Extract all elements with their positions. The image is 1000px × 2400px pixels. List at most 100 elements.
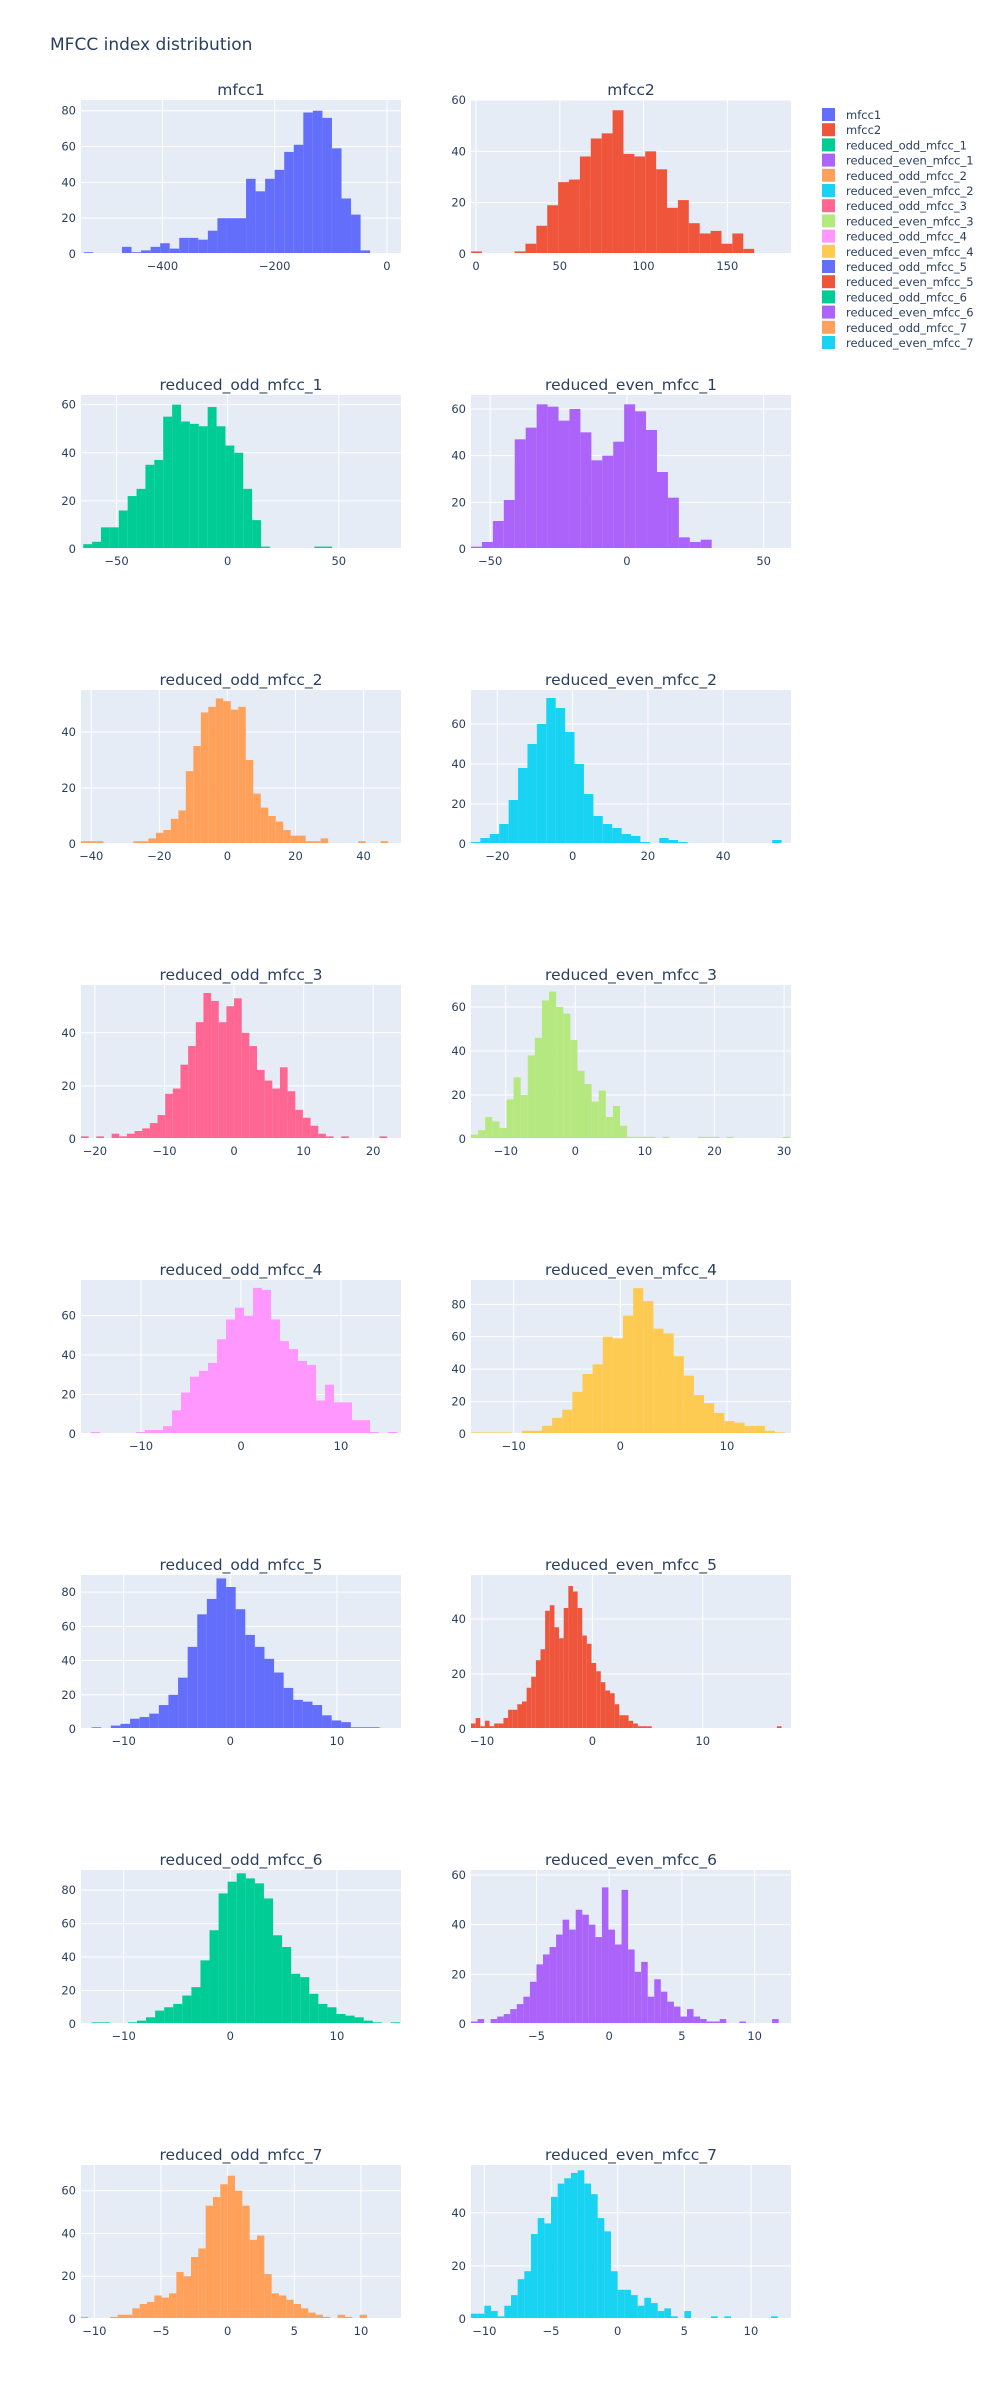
histogram-bar[interactable] xyxy=(161,2297,169,2319)
histogram-bar[interactable] xyxy=(121,246,132,254)
histogram-bar[interactable] xyxy=(279,2295,287,2319)
histogram-bar[interactable] xyxy=(540,1649,546,1729)
histogram-bar[interactable] xyxy=(178,1677,188,1729)
histogram-bar[interactable] xyxy=(286,2299,294,2319)
histogram-bar[interactable] xyxy=(213,2197,221,2319)
histogram-bar[interactable] xyxy=(511,2295,518,2319)
histogram-bar[interactable] xyxy=(298,835,306,844)
histogram-bar[interactable] xyxy=(257,2235,265,2319)
histogram-bar[interactable] xyxy=(536,225,548,254)
histogram-bar[interactable] xyxy=(541,1425,553,1434)
histogram-bar[interactable] xyxy=(227,1881,237,2024)
histogram-bar[interactable] xyxy=(363,2020,373,2024)
histogram-bar[interactable] xyxy=(227,2175,235,2319)
histogram-bar[interactable] xyxy=(170,818,179,844)
histogram-bar[interactable] xyxy=(293,1699,303,1729)
histogram-bar[interactable] xyxy=(354,2017,364,2024)
histogram-bar[interactable] xyxy=(193,746,201,844)
histogram-bar[interactable] xyxy=(527,1055,535,1139)
histogram-bar[interactable] xyxy=(517,2279,525,2319)
histogram-bar[interactable] xyxy=(572,1391,583,1434)
histogram-bar[interactable] xyxy=(776,1726,782,1729)
histogram-bar[interactable] xyxy=(614,1704,620,1729)
histogram-bar[interactable] xyxy=(182,1995,192,2024)
histogram-bar[interactable] xyxy=(223,701,231,844)
histogram-bar[interactable] xyxy=(169,248,180,254)
histogram-bar[interactable] xyxy=(245,760,254,844)
histogram-bar[interactable] xyxy=(242,2205,250,2319)
histogram-bar[interactable] xyxy=(302,1701,313,1729)
histogram-bar[interactable] xyxy=(508,1709,513,1729)
histogram-bar[interactable] xyxy=(154,459,164,549)
legend-item-reduced_even_mfcc_3[interactable]: reduced_even_mfcc_3 xyxy=(822,214,974,228)
histogram-bar[interactable] xyxy=(654,1979,661,2024)
histogram-bar[interactable] xyxy=(312,1705,323,1729)
histogram-bar[interactable] xyxy=(651,2303,658,2319)
histogram-bar[interactable] xyxy=(549,991,557,1139)
histogram-bar[interactable] xyxy=(235,1609,246,1729)
histogram-bar[interactable] xyxy=(208,1362,217,1434)
histogram-bar[interactable] xyxy=(480,1726,485,1729)
histogram-bar[interactable] xyxy=(623,1715,629,1729)
histogram-bar[interactable] xyxy=(172,1088,181,1139)
histogram-bar[interactable] xyxy=(624,404,636,549)
histogram-bar[interactable] xyxy=(337,2314,345,2319)
histogram-bar[interactable] xyxy=(732,233,744,254)
histogram-bar[interactable] xyxy=(556,1007,564,1139)
histogram-bar[interactable] xyxy=(249,2239,257,2319)
histogram-bar[interactable] xyxy=(529,1981,537,2024)
histogram-bar[interactable] xyxy=(238,706,246,844)
legend-item-reduced_even_mfcc_4[interactable]: reduced_even_mfcc_4 xyxy=(822,244,974,259)
histogram-bar[interactable] xyxy=(601,1887,609,2024)
histogram-bar[interactable] xyxy=(644,2297,651,2319)
histogram-bar[interactable] xyxy=(163,416,173,549)
histogram-bar[interactable] xyxy=(580,432,592,549)
histogram-bar[interactable] xyxy=(334,1402,343,1434)
histogram-bar[interactable] xyxy=(263,1898,273,2024)
histogram-bar[interactable] xyxy=(343,1402,352,1434)
histogram-bar[interactable] xyxy=(623,1315,634,1434)
histogram-bar[interactable] xyxy=(477,2313,485,2319)
histogram-bar[interactable] xyxy=(564,2178,571,2319)
histogram-bar[interactable] xyxy=(119,1136,127,1139)
histogram-bar[interactable] xyxy=(168,1694,179,1729)
histogram-bar[interactable] xyxy=(283,1687,294,1729)
histogram-bar[interactable] xyxy=(336,2013,346,2024)
legend-item-reduced_even_mfcc_1[interactable]: reduced_even_mfcc_1 xyxy=(822,153,974,168)
legend-item-reduced_odd_mfcc_7[interactable]: reduced_odd_mfcc_7 xyxy=(822,320,967,335)
histogram-bar[interactable] xyxy=(700,539,712,549)
histogram-bar[interactable] xyxy=(293,144,304,254)
histogram-bar[interactable] xyxy=(494,1723,499,1730)
histogram-bar[interactable] xyxy=(634,156,646,254)
histogram-bar[interactable] xyxy=(271,2293,279,2319)
histogram-bar[interactable] xyxy=(635,411,647,549)
histogram-bar[interactable] xyxy=(325,1384,334,1434)
histogram-bar[interactable] xyxy=(698,1136,706,1139)
histogram-bar[interactable] xyxy=(653,1328,664,1434)
histogram-bar[interactable] xyxy=(95,841,104,844)
histogram-bar[interactable] xyxy=(628,1949,635,2024)
histogram-bar[interactable] xyxy=(656,472,668,549)
histogram-bar[interactable] xyxy=(173,2003,183,2024)
histogram-bar[interactable] xyxy=(234,998,242,1139)
histogram-bar[interactable] xyxy=(137,2020,147,2024)
histogram-bar[interactable] xyxy=(217,1339,226,1434)
histogram-bar[interactable] xyxy=(577,1608,583,1729)
histogram-bar[interactable] xyxy=(243,488,253,549)
histogram-bar[interactable] xyxy=(671,2316,678,2319)
histogram-bar[interactable] xyxy=(117,2314,125,2319)
histogram-bar[interactable] xyxy=(534,1037,542,1139)
histogram-bar[interactable] xyxy=(612,1338,623,1434)
histogram-bar[interactable] xyxy=(497,2316,505,2319)
histogram-bar[interactable] xyxy=(602,455,614,549)
histogram-bar[interactable] xyxy=(662,1136,670,1139)
histogram-bar[interactable] xyxy=(254,1883,264,2024)
histogram-bar[interactable] xyxy=(198,2248,206,2319)
histogram-bar[interactable] xyxy=(88,841,96,844)
histogram-bar[interactable] xyxy=(293,2304,301,2319)
histogram-bar[interactable] xyxy=(301,2308,309,2319)
histogram-bar[interactable] xyxy=(253,1287,262,1434)
histogram-bar[interactable] xyxy=(361,1420,370,1434)
histogram-bar[interactable] xyxy=(118,510,128,550)
histogram-bar[interactable] xyxy=(657,2311,665,2319)
